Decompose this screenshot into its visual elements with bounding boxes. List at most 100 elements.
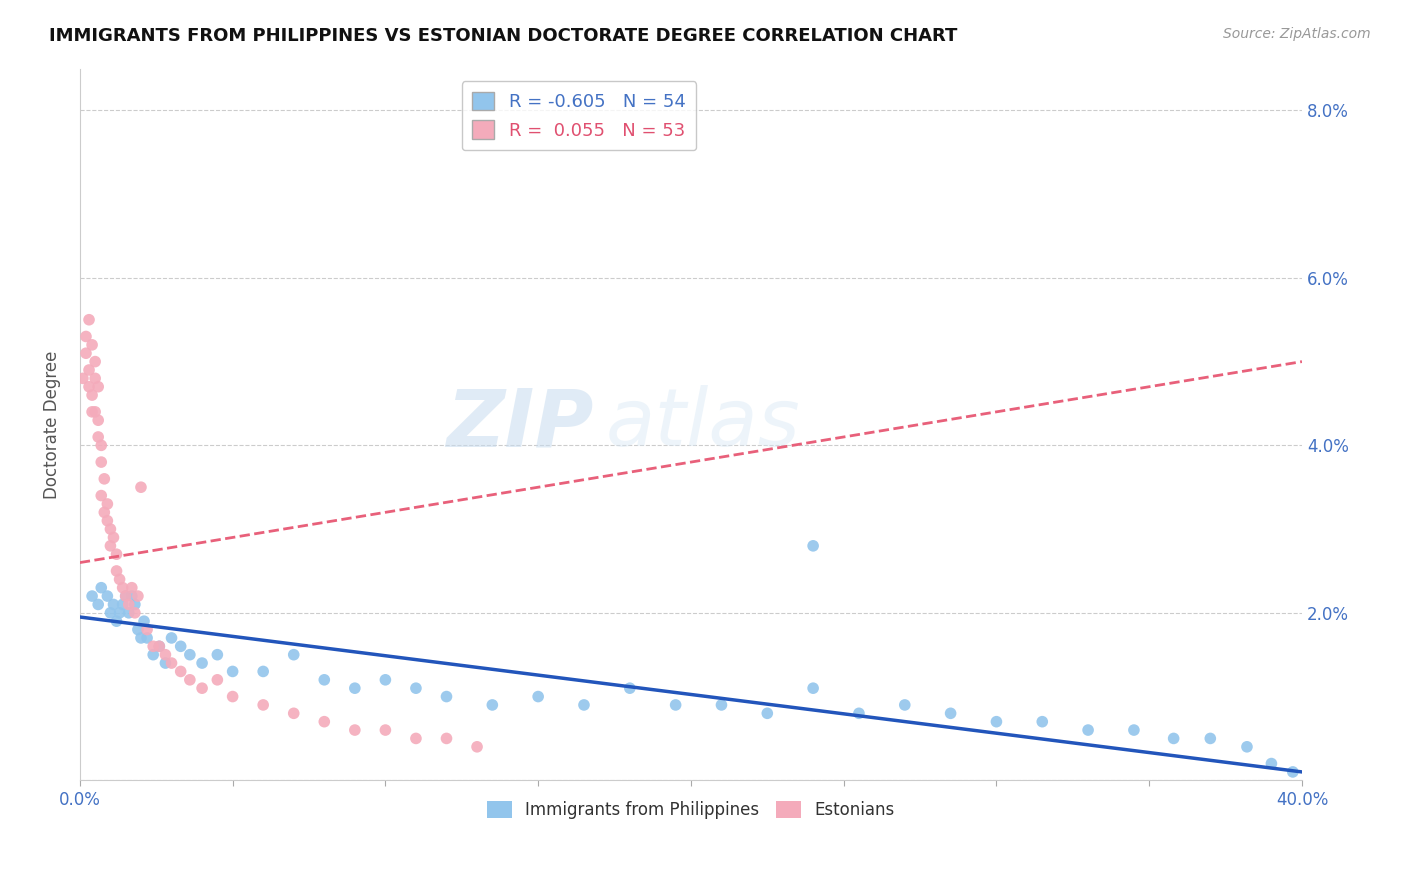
- Point: [124, 598, 146, 612]
- Point: [103, 531, 125, 545]
- Point: [801, 681, 824, 696]
- Point: [465, 739, 488, 754]
- Point: [87, 380, 110, 394]
- Point: [75, 329, 97, 343]
- Point: [90, 581, 112, 595]
- Point: [207, 673, 229, 687]
- Point: [170, 665, 193, 679]
- Point: [114, 589, 136, 603]
- Point: [527, 690, 550, 704]
- Point: [986, 714, 1008, 729]
- Point: [87, 598, 110, 612]
- Point: [436, 690, 458, 704]
- Point: [132, 614, 155, 628]
- Point: [801, 539, 824, 553]
- Point: [105, 564, 128, 578]
- Point: [374, 673, 396, 687]
- Point: [114, 589, 136, 603]
- Point: [118, 606, 141, 620]
- Text: Source: ZipAtlas.com: Source: ZipAtlas.com: [1223, 27, 1371, 41]
- Point: [170, 640, 193, 654]
- Point: [283, 648, 305, 662]
- Point: [77, 363, 100, 377]
- Point: [343, 681, 366, 696]
- Point: [80, 388, 103, 402]
- Point: [136, 623, 159, 637]
- Point: [84, 405, 107, 419]
- Point: [84, 354, 107, 368]
- Point: [80, 589, 103, 603]
- Point: [148, 640, 170, 654]
- Point: [142, 648, 165, 662]
- Point: [207, 648, 229, 662]
- Point: [160, 656, 183, 670]
- Point: [111, 581, 134, 595]
- Point: [1281, 764, 1303, 779]
- Point: [100, 539, 122, 553]
- Point: [1122, 723, 1144, 737]
- Point: [572, 698, 595, 712]
- Point: [148, 640, 170, 654]
- Point: [77, 312, 100, 326]
- Point: [103, 598, 125, 612]
- Point: [129, 480, 152, 494]
- Point: [84, 371, 107, 385]
- Point: [75, 346, 97, 360]
- Text: atlas: atlas: [606, 385, 800, 464]
- Point: [96, 589, 118, 603]
- Point: [221, 690, 243, 704]
- Point: [129, 631, 152, 645]
- Point: [1031, 714, 1053, 729]
- Point: [191, 681, 214, 696]
- Point: [90, 438, 112, 452]
- Point: [894, 698, 917, 712]
- Point: [127, 623, 149, 637]
- Point: [96, 514, 118, 528]
- Text: IMMIGRANTS FROM PHILIPPINES VS ESTONIAN DOCTORATE DEGREE CORRELATION CHART: IMMIGRANTS FROM PHILIPPINES VS ESTONIAN …: [49, 27, 957, 45]
- Point: [314, 714, 336, 729]
- Point: [191, 656, 214, 670]
- Point: [283, 706, 305, 721]
- Point: [105, 547, 128, 561]
- Point: [405, 681, 427, 696]
- Point: [96, 497, 118, 511]
- Point: [1163, 731, 1185, 746]
- Point: [127, 589, 149, 603]
- Point: [124, 606, 146, 620]
- Text: ZIP: ZIP: [446, 385, 593, 464]
- Point: [100, 522, 122, 536]
- Point: [111, 598, 134, 612]
- Point: [665, 698, 688, 712]
- Point: [1260, 756, 1282, 771]
- Point: [108, 572, 131, 586]
- Point: [481, 698, 503, 712]
- Point: [80, 338, 103, 352]
- Point: [90, 489, 112, 503]
- Point: [1077, 723, 1099, 737]
- Point: [155, 648, 177, 662]
- Point: [939, 706, 962, 721]
- Legend: Immigrants from Philippines, Estonians: Immigrants from Philippines, Estonians: [481, 794, 901, 825]
- Point: [160, 631, 183, 645]
- Point: [77, 380, 100, 394]
- Point: [343, 723, 366, 737]
- Point: [374, 723, 396, 737]
- Point: [121, 589, 143, 603]
- Point: [155, 656, 177, 670]
- Point: [100, 606, 122, 620]
- Point: [619, 681, 641, 696]
- Point: [848, 706, 870, 721]
- Point: [93, 472, 115, 486]
- Point: [756, 706, 779, 721]
- Point: [80, 405, 103, 419]
- Point: [93, 505, 115, 519]
- Point: [105, 614, 128, 628]
- Point: [179, 648, 201, 662]
- Point: [252, 698, 274, 712]
- Point: [221, 665, 243, 679]
- Point: [179, 673, 201, 687]
- Point: [710, 698, 733, 712]
- Point: [72, 371, 94, 385]
- Point: [118, 598, 141, 612]
- Point: [90, 455, 112, 469]
